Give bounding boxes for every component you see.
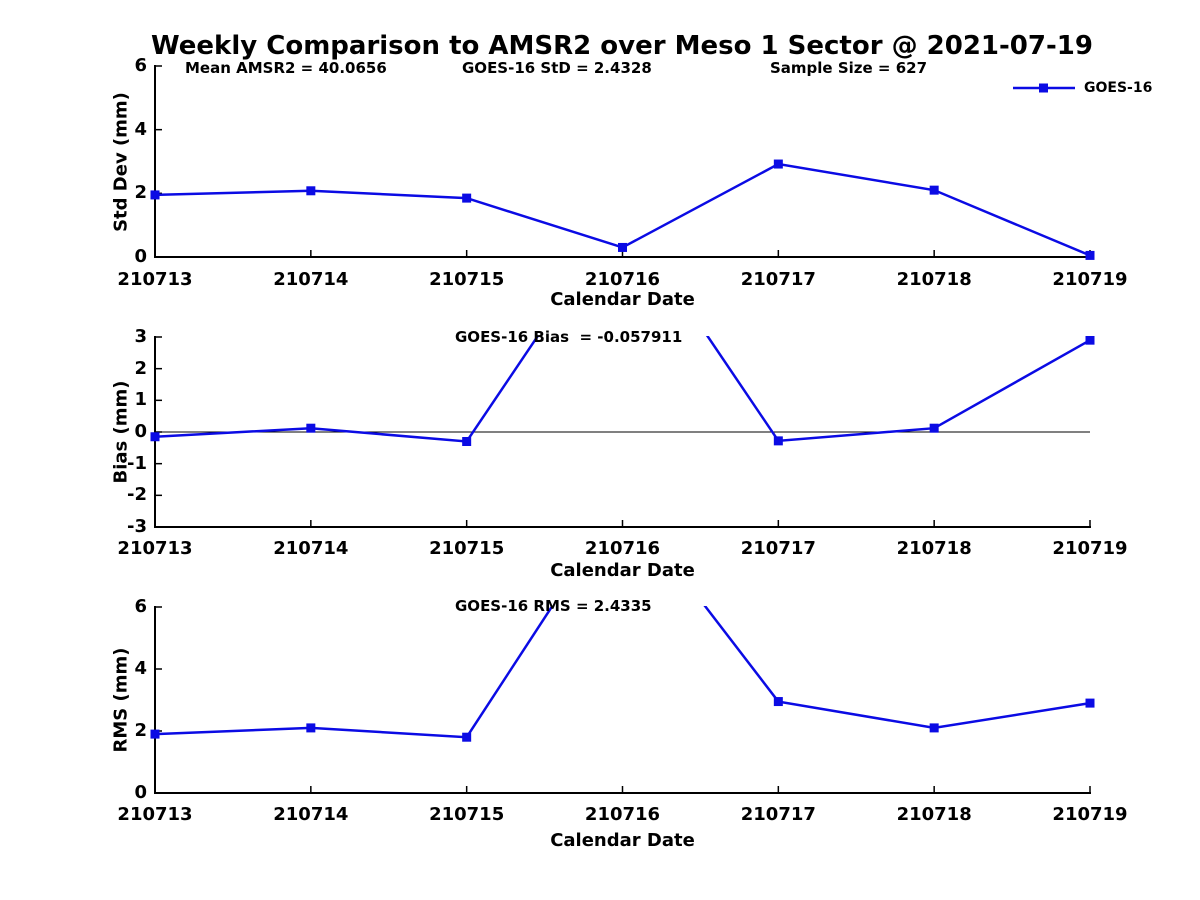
y-tick-label: 3 xyxy=(134,326,147,347)
x-tick-label: 210719 xyxy=(1052,538,1128,559)
data-point-marker xyxy=(150,190,160,200)
bias-annotation: GOES-16 Bias = -0.057911 xyxy=(455,328,683,346)
data-point-marker xyxy=(306,186,316,196)
data-point-marker xyxy=(462,732,472,742)
rms-annotation: GOES-16 RMS = 2.4335 xyxy=(455,597,652,615)
y-tick-label: 4 xyxy=(134,658,147,679)
data-point-marker xyxy=(773,697,783,707)
data-point-marker xyxy=(1085,250,1095,260)
x-tick-label: 210713 xyxy=(117,269,193,290)
x-tick-label: 210719 xyxy=(1052,804,1128,825)
x-tick-label: 210719 xyxy=(1052,269,1128,290)
data-point-marker xyxy=(618,206,627,215)
y-tick-label: 6 xyxy=(134,55,147,76)
stddev-annotation: Sample Size = 627 xyxy=(770,59,928,77)
x-tick-label: 210718 xyxy=(896,269,972,290)
x-tick-label: 210716 xyxy=(584,269,661,290)
data-point-marker xyxy=(773,159,783,169)
x-tick-label: 210716 xyxy=(584,538,661,559)
stddev-line xyxy=(154,162,1091,257)
legend: GOES-16 xyxy=(1012,80,1152,96)
x-tick-label: 210714 xyxy=(273,804,349,825)
legend-line-marker-icon xyxy=(1013,83,1075,93)
data-point-marker xyxy=(462,437,472,446)
stddev-x-axis-title: Calendar Date xyxy=(550,289,695,310)
rms-series-group xyxy=(150,494,1095,742)
x-tick-label: 210715 xyxy=(429,538,505,559)
data-point-marker xyxy=(929,185,939,195)
figure-title: Weekly Comparison to AMSR2 over Meso 1 S… xyxy=(151,31,1093,61)
data-point-marker xyxy=(618,242,627,252)
x-tick-label: 210716 xyxy=(584,804,661,825)
data-point-marker xyxy=(773,436,783,446)
data-point-marker xyxy=(150,729,160,739)
rms-x-axis-title: Calendar Date xyxy=(550,830,695,851)
data-point-marker xyxy=(1085,336,1095,345)
data-point-marker xyxy=(618,494,627,503)
y-tick-label: 2 xyxy=(134,357,147,379)
x-tick-label: 210714 xyxy=(273,269,349,290)
legend-label: GOES-16 xyxy=(1084,80,1153,96)
x-tick-label: 210715 xyxy=(429,804,505,825)
stddev-y-axis-title: Std Dev (mm) xyxy=(110,91,132,232)
y-tick-label: 2 xyxy=(134,720,147,741)
y-tick-label: 0 xyxy=(134,421,147,442)
x-tick-label: 210715 xyxy=(429,269,505,290)
x-tick-label: 210718 xyxy=(896,804,972,825)
x-tick-label: 210713 xyxy=(117,538,193,559)
data-point-marker xyxy=(929,423,939,433)
y-tick-label: 6 xyxy=(134,596,147,617)
data-point-marker xyxy=(929,723,939,733)
data-point-marker xyxy=(150,432,160,442)
y-tick-label: 0 xyxy=(134,782,147,803)
x-tick-label: 210717 xyxy=(740,269,816,290)
stddev-series-group xyxy=(150,159,1095,260)
y-tick-label: -1 xyxy=(127,452,147,474)
bias-x-axis-title: Calendar Date xyxy=(550,560,695,581)
stddev-annotation: GOES-16 StD = 2.4328 xyxy=(462,59,652,77)
stddev-annotation: Mean AMSR2 = 40.0656 xyxy=(185,59,387,77)
rms-line xyxy=(154,606,1091,739)
data-point-marker xyxy=(1085,698,1095,708)
x-tick-label: 210718 xyxy=(896,538,972,559)
data-point-marker xyxy=(306,423,316,433)
y-tick-label: 1 xyxy=(134,389,147,411)
y-tick-label: 2 xyxy=(134,182,147,204)
x-tick-label: 210717 xyxy=(740,804,816,825)
x-tick-label: 210713 xyxy=(117,804,193,825)
y-tick-label: 4 xyxy=(134,118,147,140)
data-point-marker xyxy=(462,193,472,203)
bias-series-group xyxy=(150,206,1095,446)
x-tick-label: 210714 xyxy=(273,538,349,559)
y-tick-label: -2 xyxy=(127,484,147,506)
data-point-marker xyxy=(306,723,316,733)
y-tick-label: 0 xyxy=(134,246,147,267)
x-tick-label: 210717 xyxy=(740,538,816,559)
y-tick-label: -3 xyxy=(127,516,147,537)
